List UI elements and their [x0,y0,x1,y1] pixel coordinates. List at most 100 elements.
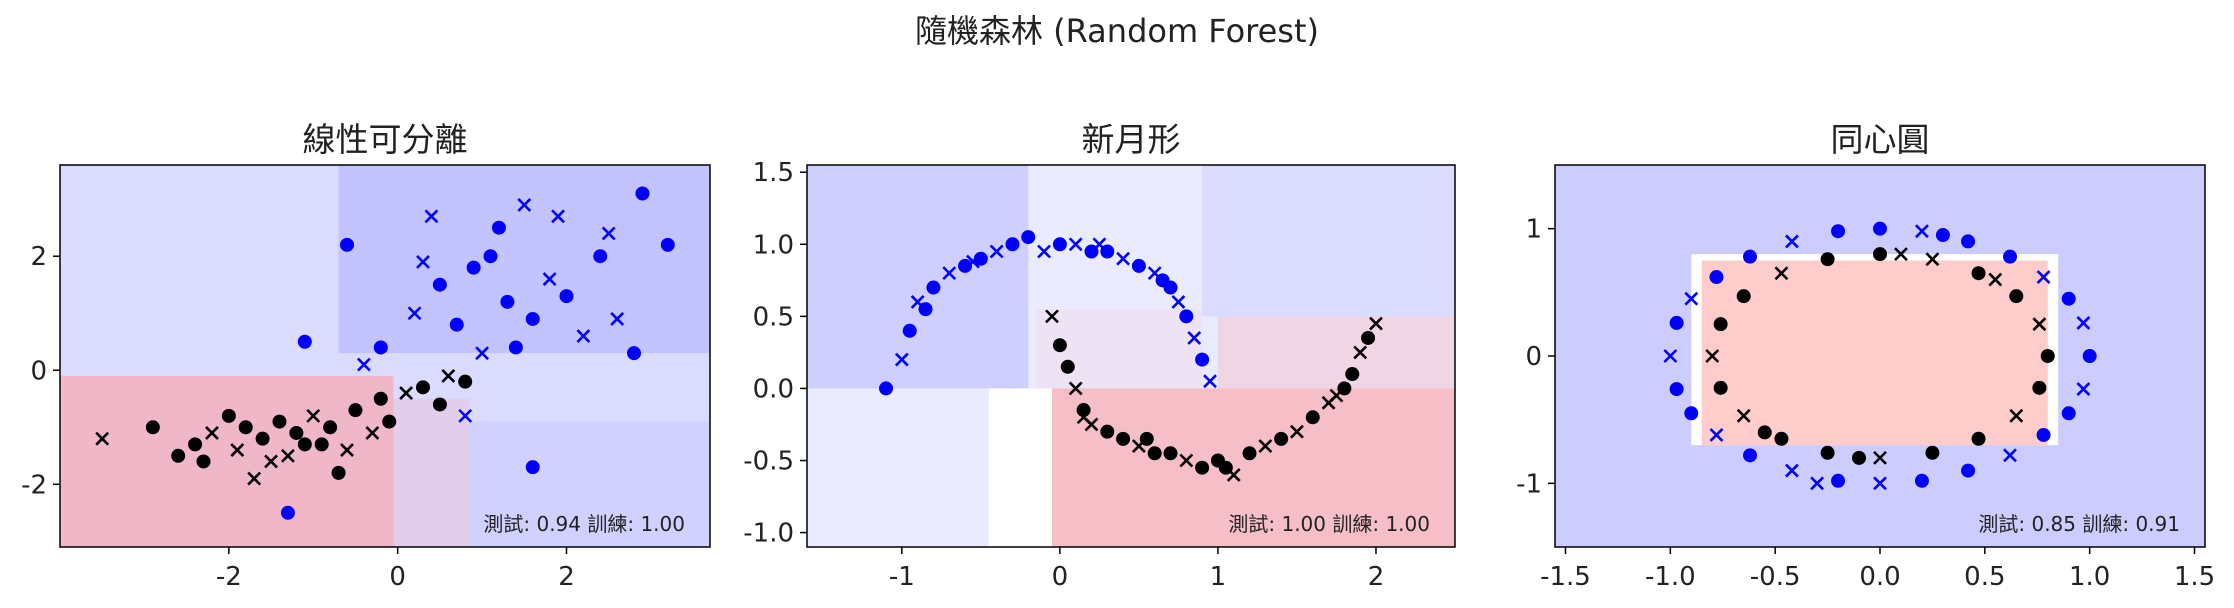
data-point-cross [1369,316,1383,331]
data-point-circle [1179,309,1194,324]
data-point-circle [1831,473,1846,488]
data-point-circle [340,237,355,252]
x-tick-label: 1.0 [2069,562,2110,592]
data-point-circle [1935,228,1950,243]
data-point-cross [399,386,414,400]
data-point-circle [1914,473,1929,488]
data-point-circle [879,381,894,396]
data-point-cross [1092,237,1107,252]
data-point-cross [340,443,354,457]
data-point-cross [1068,381,1083,396]
data-point-cross [894,352,909,367]
x-tick-label: -1 [889,562,915,592]
data-point-cross [424,209,439,224]
data-point-cross [1873,476,1887,491]
data-point-cross [1203,374,1217,389]
data-point-cross [1925,252,1940,267]
data-point-cross [1290,424,1304,439]
data-point-circle [2009,289,2024,304]
data-point-circle [1713,317,1728,332]
data-point-circle [171,448,186,463]
data-point-cross [2036,270,2051,284]
x-tick-label: -2 [216,562,242,592]
x-tick-label: 2 [1368,562,1385,592]
data-point-circle [145,420,160,435]
data-point-circle [280,505,295,520]
data-point-circle [348,403,363,418]
y-tick-label: -1 [1516,469,1542,499]
data-point-circle [1305,410,1320,425]
data-point-circle [2040,349,2055,363]
data-point-circle [458,374,473,389]
data-point-cross [1045,309,1059,324]
y-tick-label: 2 [30,242,47,272]
y-tick-label: 0.0 [753,374,794,404]
data-point-circle [188,437,203,452]
data-point-circle [1155,273,1170,288]
data-point-circle [1971,431,1986,446]
data-point-cross [356,357,371,372]
data-point-cross [230,443,245,457]
data-point-cross [1258,439,1273,454]
data-point-cross [2009,408,2024,423]
data-point-circle [196,454,211,469]
data-point-cross [475,346,489,361]
data-point-circle [2061,406,2076,421]
data-point-cross [2003,448,2017,463]
data-point-circle [593,249,608,264]
data-point-circle [1100,424,1115,439]
data-point-circle [1195,352,1210,367]
data-point-cross [1709,428,1724,442]
data-point-cross [458,408,473,423]
data-point-circle [491,220,506,235]
data-point-circle [1163,446,1178,461]
data-point-circle [2003,249,2017,264]
data-point-circle [1669,382,1684,397]
data-point-cross [407,306,422,321]
x-tick-label: 0 [389,562,406,592]
decision-region-4 [988,388,1052,547]
data-point-cross [306,408,321,423]
data-point-circle [2036,427,2051,442]
data-point-cross [1873,450,1887,465]
data-point-circle [1743,249,1757,264]
data-point-circle [1873,247,1887,262]
data-point-circle [415,380,430,395]
data-point-circle [1052,237,1067,252]
panel-title: 新月形 [1082,120,1181,159]
y-tick-label: 0 [1525,342,1542,372]
data-point-circle [1820,252,1835,267]
data-point-circle [2032,380,2047,395]
data-point-cross [1785,463,1799,478]
data-point-circle [1147,446,1162,461]
data-point-cross [989,244,1004,259]
x-tick-label: 0.0 [1859,562,1900,592]
data-point-cross [966,254,980,269]
data-point-circle [1076,403,1091,418]
data-point-circle [483,249,498,264]
data-point-circle [272,414,287,429]
x-tick-label: -0.5 [1750,562,1801,592]
data-point-cross [601,226,616,241]
y-tick-label: 0 [30,356,47,386]
data-point-circle [1195,460,1210,475]
data-point-cross [1068,237,1083,252]
data-point-cross [416,255,430,269]
data-point-cross [2032,317,2047,332]
data-point-cross [551,209,565,224]
decision-region-5 [1051,388,1455,547]
x-tick-label: -1.0 [1645,562,1696,592]
data-point-circle [958,258,973,273]
y-tick-label: 1.0 [753,230,794,260]
data-point-circle [1361,330,1376,345]
data-point-circle [1052,338,1067,353]
data-point-cross [1037,244,1051,259]
data-point-circle [1736,289,1751,304]
data-point-circle [1831,224,1846,239]
axes-frame [59,164,711,548]
data-point-cross [365,426,380,440]
data-point-cross [1915,224,1929,239]
panel-title: 同心圓 [1831,120,1930,159]
